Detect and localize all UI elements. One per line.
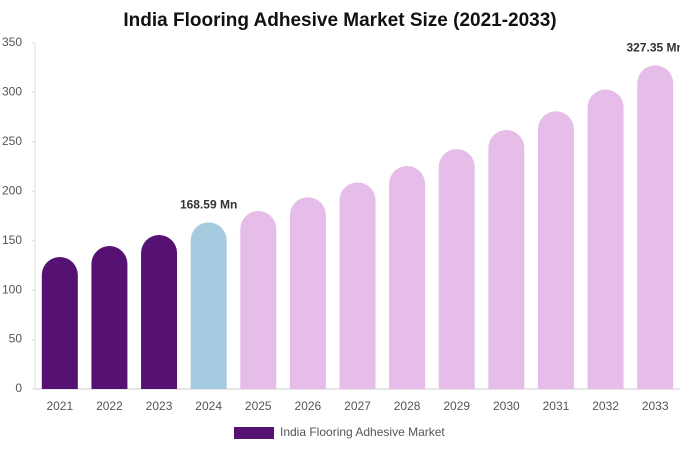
data-label: 168.59 Mn xyxy=(180,198,237,212)
bar xyxy=(389,165,426,389)
x-tick-label: 2032 xyxy=(592,399,619,413)
x-tick-label: 2028 xyxy=(394,399,421,413)
bar xyxy=(141,234,178,389)
bar xyxy=(41,257,78,389)
chart-title: India Flooring Adhesive Market Size (202… xyxy=(123,10,556,31)
y-tick-label: 250 xyxy=(2,134,22,148)
legend-label: India Flooring Adhesive Market xyxy=(280,425,445,439)
x-tick-label: 2022 xyxy=(96,399,123,413)
bar xyxy=(637,65,674,390)
x-tick-label: 2029 xyxy=(443,399,470,413)
y-tick-label: 300 xyxy=(2,85,22,99)
bar xyxy=(537,111,574,389)
x-tick-label: 2033 xyxy=(642,399,669,413)
bar xyxy=(91,246,128,389)
x-tick-label: 2030 xyxy=(493,399,520,413)
bar xyxy=(240,211,277,389)
x-tick-label: 2027 xyxy=(344,399,371,413)
x-tick-label: 2026 xyxy=(295,399,322,413)
y-tick-label: 50 xyxy=(9,332,23,346)
legend-swatch xyxy=(234,427,274,439)
y-tick-label: 150 xyxy=(2,233,22,247)
x-tick-label: 2025 xyxy=(245,399,272,413)
bar xyxy=(488,130,525,389)
x-tick-label: 2021 xyxy=(46,399,73,413)
y-tick-label: 0 xyxy=(15,381,22,395)
y-tick-label: 100 xyxy=(2,282,22,296)
x-tick-label: 2023 xyxy=(146,399,173,413)
bar xyxy=(438,148,475,389)
bar xyxy=(289,197,326,389)
bar xyxy=(587,89,624,389)
y-tick-label: 350 xyxy=(2,35,22,49)
bar xyxy=(339,182,376,389)
x-tick-label: 2031 xyxy=(543,399,570,413)
x-tick-label: 2024 xyxy=(195,399,222,413)
data-label: 327.35 Mn xyxy=(627,41,680,55)
bar xyxy=(190,222,227,389)
y-tick-label: 200 xyxy=(2,183,22,197)
